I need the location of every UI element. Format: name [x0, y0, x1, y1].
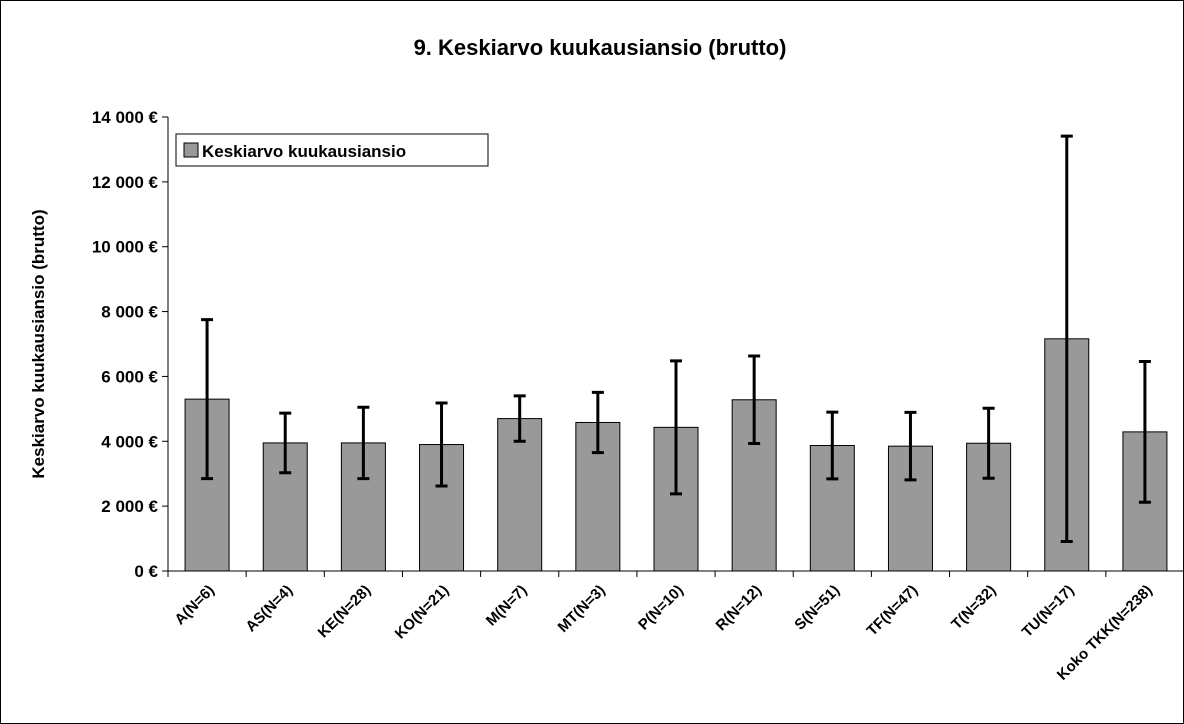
- y-tick-label: 0 €: [134, 562, 158, 581]
- error-bar: [591, 390, 604, 455]
- y-tick-label: 8 000 €: [101, 303, 158, 322]
- error-bar: [513, 394, 526, 443]
- error-bar: [1060, 134, 1073, 543]
- bar: [809, 445, 855, 572]
- legend-label: Keskiarvo kuukausiansio: [202, 142, 406, 161]
- y-tick-label: 6 000 €: [101, 367, 158, 386]
- y-tick-label: 2 000 €: [101, 497, 158, 516]
- error-bar: [279, 411, 292, 475]
- error-bar: [435, 401, 448, 488]
- y-tick-label: 14 000 €: [92, 108, 159, 127]
- y-tick-label: 12 000 €: [92, 173, 159, 192]
- error-bar: [826, 410, 839, 481]
- error-bar: [670, 359, 682, 496]
- y-tick-label: 10 000 €: [92, 238, 159, 257]
- error-bar: [357, 405, 370, 481]
- y-tick-label: 4 000 €: [101, 432, 158, 451]
- error-bar: [982, 406, 995, 480]
- error-bar: [201, 318, 214, 481]
- error-bar: [748, 354, 761, 446]
- chart-title: 9. Keskiarvo kuukausiansio (brutto): [414, 35, 787, 60]
- y-axis-label: Keskiarvo kuukausiansio (brutto): [29, 209, 48, 478]
- legend-swatch: [183, 142, 199, 158]
- error-bar: [904, 410, 917, 482]
- error-bar: [1138, 360, 1151, 504]
- legend-box: [175, 133, 489, 167]
